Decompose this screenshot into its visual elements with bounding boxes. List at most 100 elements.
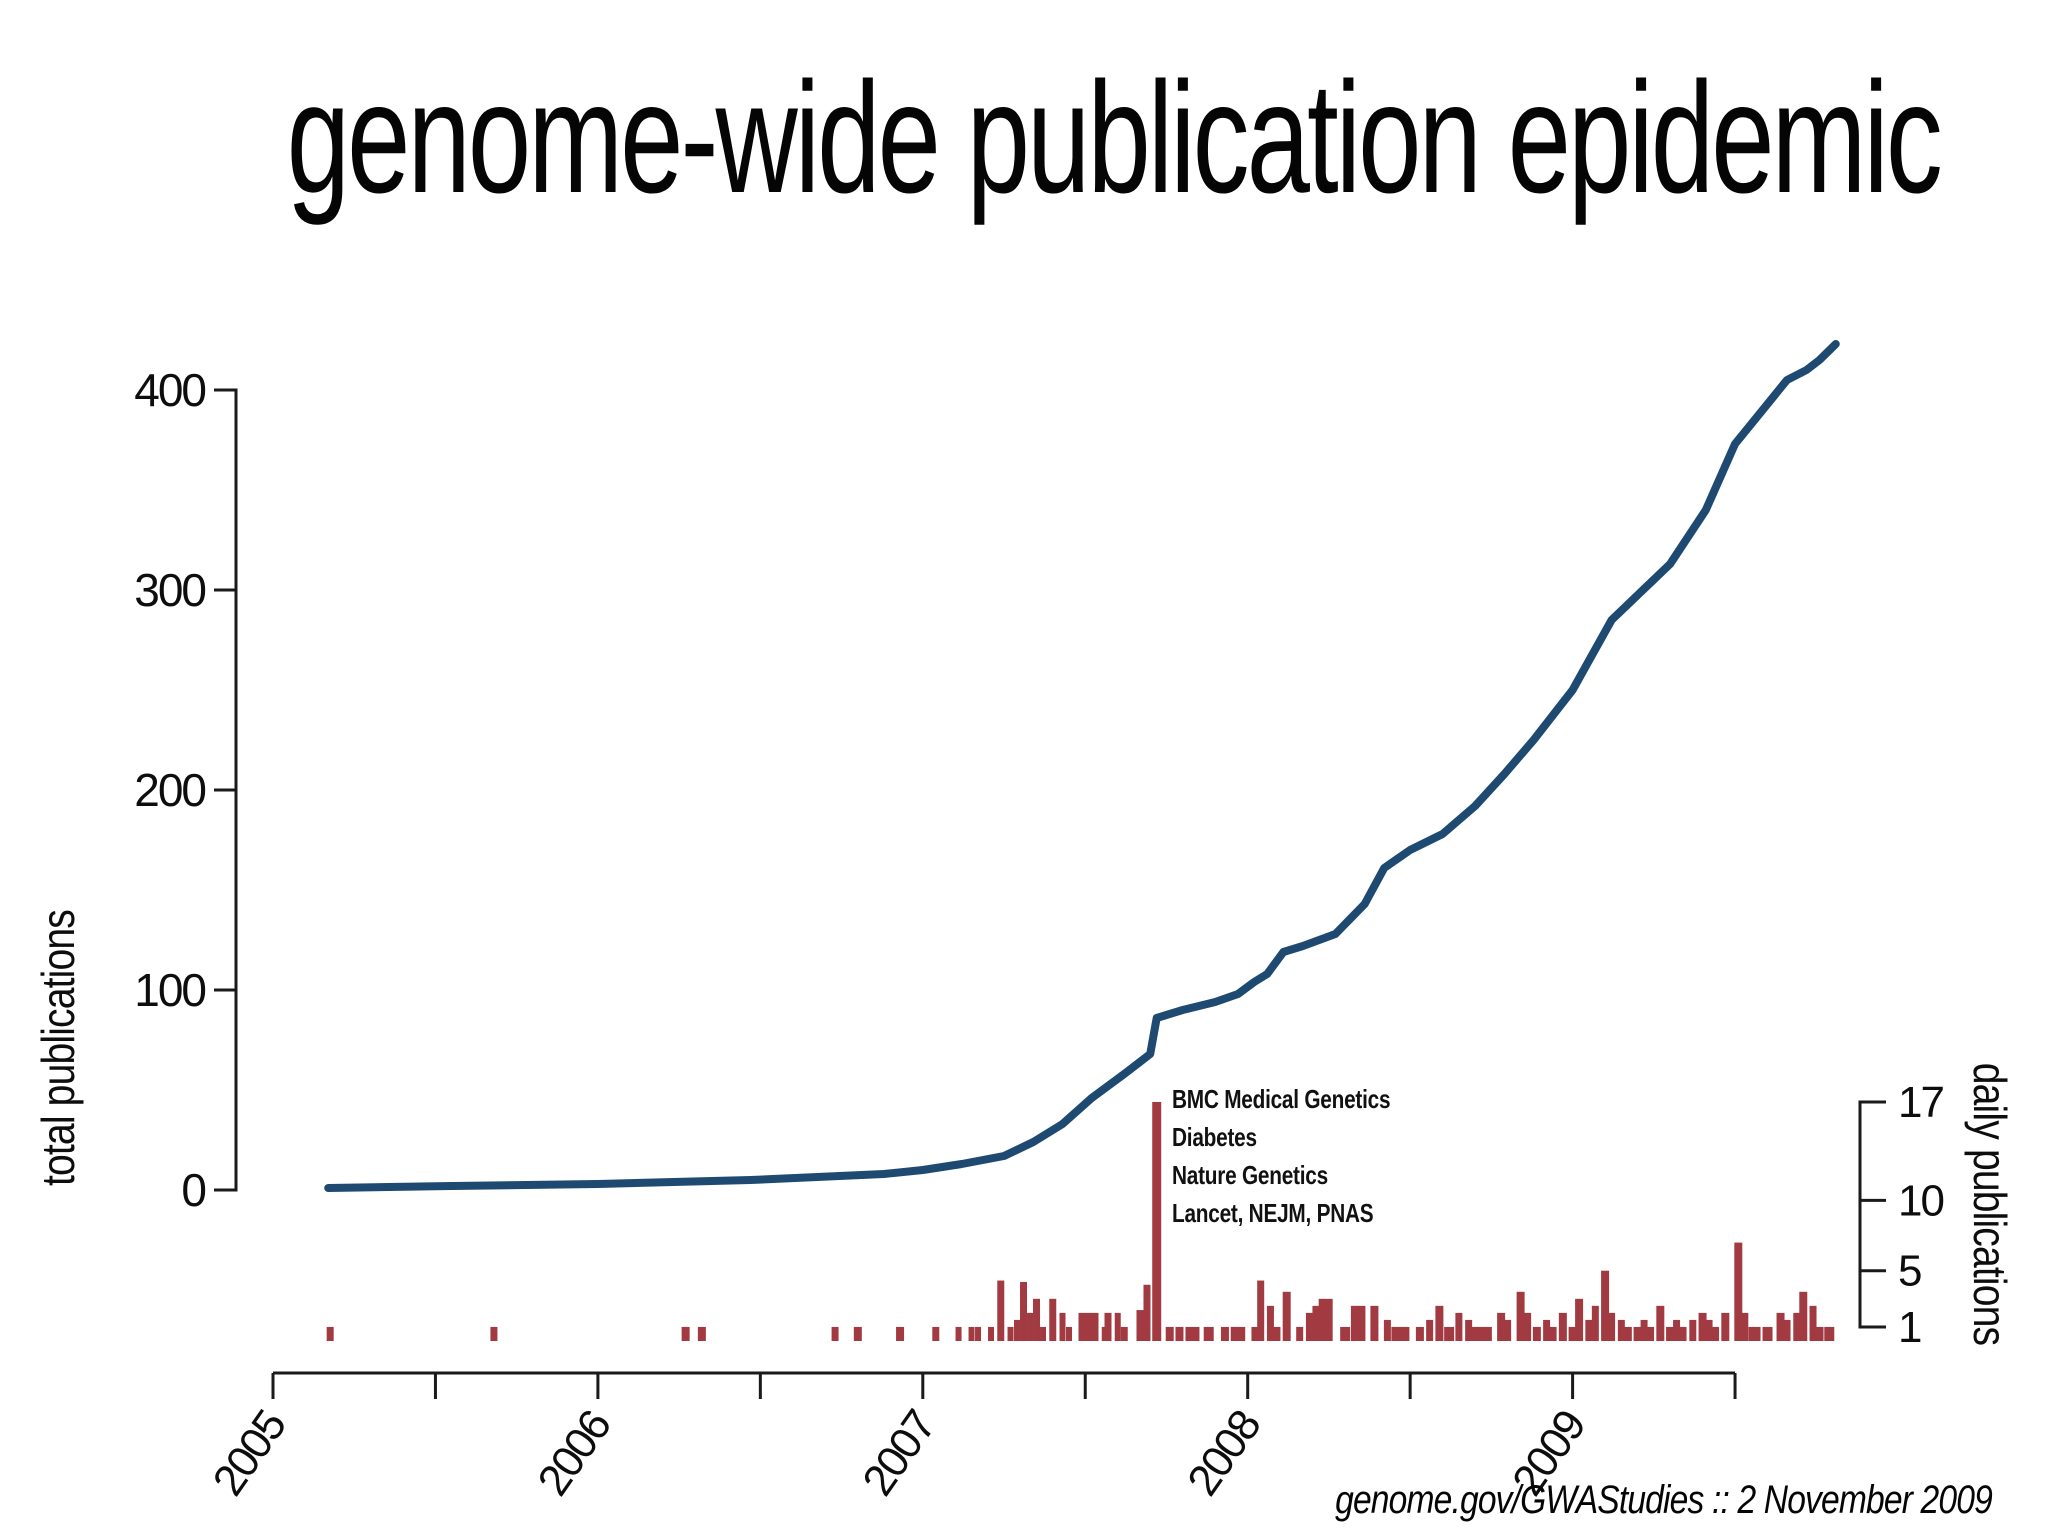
x-axis-year-label: 2005 bbox=[203, 1402, 295, 1504]
left-axis-tick-label: 400 bbox=[134, 364, 205, 416]
source-credit: genome.gov/GWAStudies :: 2 November 2009 bbox=[1335, 1478, 1993, 1522]
daily-publications-bar bbox=[1549, 1326, 1557, 1341]
daily-publications-bar bbox=[1532, 1326, 1541, 1341]
daily-publications-bar bbox=[1601, 1270, 1610, 1341]
daily-publications-bar bbox=[490, 1326, 498, 1341]
daily-publications-bar bbox=[975, 1326, 982, 1341]
left-axis-title: total publications bbox=[32, 910, 84, 1186]
daily-publications-bar bbox=[1568, 1326, 1577, 1341]
daily-publications-bar bbox=[1558, 1312, 1567, 1341]
daily-publications-bar bbox=[1689, 1319, 1697, 1341]
daily-publications-bar bbox=[896, 1326, 905, 1341]
daily-publications-bar bbox=[1793, 1312, 1801, 1341]
right-axis-title: daily publications bbox=[1964, 1062, 2016, 1346]
daily-publications-bar bbox=[1136, 1310, 1145, 1341]
annotation-line: Nature Genetics bbox=[1172, 1160, 1328, 1190]
daily-publications-bar bbox=[1617, 1319, 1625, 1341]
daily-publications-bar bbox=[1049, 1298, 1057, 1341]
daily-publications-bar bbox=[1799, 1291, 1808, 1341]
daily-publications-bar bbox=[1120, 1326, 1128, 1341]
left-axis-tick-label: 0 bbox=[181, 1164, 205, 1216]
daily-publications-bar bbox=[1741, 1312, 1749, 1341]
daily-publications-bar bbox=[1435, 1305, 1444, 1341]
daily-publications-bar bbox=[1230, 1326, 1239, 1341]
right-axis-tick-label: 1 bbox=[1898, 1303, 1921, 1352]
journal-annotation: BMC Medical Genetics Diabetes Nature Gen… bbox=[1172, 1080, 1391, 1232]
daily-publications-bar bbox=[1673, 1319, 1681, 1341]
daily-publications-bar bbox=[1656, 1305, 1665, 1341]
daily-publications-bar bbox=[1585, 1319, 1593, 1341]
daily-publications-bar bbox=[1776, 1312, 1785, 1341]
right-axis bbox=[1858, 1100, 1886, 1329]
daily-publications-bar bbox=[1608, 1312, 1616, 1341]
daily-publications-bar bbox=[1175, 1326, 1184, 1341]
daily-publications-bar bbox=[1383, 1319, 1391, 1341]
daily-publications-bar bbox=[1152, 1101, 1162, 1341]
daily-publications-bar bbox=[1312, 1305, 1320, 1341]
daily-publications-bar bbox=[853, 1326, 862, 1341]
daily-publications-bar bbox=[1824, 1326, 1835, 1341]
daily-publications-bar bbox=[1220, 1326, 1229, 1341]
daily-publications-bar bbox=[1698, 1312, 1707, 1341]
annotation-line: Diabetes bbox=[1172, 1122, 1257, 1152]
daily-publications-bar bbox=[1391, 1326, 1410, 1341]
daily-publications-bar bbox=[968, 1326, 975, 1341]
daily-publications-bar bbox=[932, 1326, 940, 1341]
daily-publications-bar bbox=[1104, 1312, 1112, 1341]
daily-publications-bar bbox=[1523, 1312, 1532, 1341]
daily-publications-bar bbox=[1203, 1326, 1214, 1341]
daily-publications-bar bbox=[1066, 1326, 1073, 1341]
daily-publications-bar bbox=[1575, 1298, 1584, 1341]
daily-publications-bar bbox=[1040, 1326, 1047, 1341]
daily-publications-bar bbox=[1471, 1326, 1480, 1341]
daily-publications-bar bbox=[1059, 1312, 1066, 1341]
daily-publications-bar bbox=[1426, 1319, 1434, 1341]
daily-publications-bar bbox=[831, 1326, 839, 1341]
daily-publications-bar bbox=[1027, 1312, 1034, 1341]
daily-publications-bar bbox=[1497, 1312, 1506, 1341]
daily-publications-bar bbox=[1783, 1319, 1791, 1341]
daily-publications-bar bbox=[997, 1280, 1005, 1341]
daily-publications-bar bbox=[1305, 1312, 1313, 1341]
daily-publications-bar bbox=[1591, 1305, 1599, 1341]
daily-publications-bar bbox=[1444, 1326, 1455, 1341]
daily-publications-bar bbox=[1085, 1312, 1092, 1341]
daily-publications-bar bbox=[1543, 1319, 1551, 1341]
daily-publications-bar bbox=[1640, 1319, 1648, 1341]
annotation-line: Lancet, NEJM, PNAS bbox=[1172, 1198, 1374, 1228]
daily-publications-bar bbox=[1666, 1326, 1675, 1341]
daily-publications-bar bbox=[1143, 1284, 1151, 1341]
daily-publications-bar bbox=[1516, 1291, 1525, 1341]
daily-publications-bar bbox=[1647, 1326, 1655, 1341]
daily-publications-bar bbox=[1734, 1242, 1743, 1341]
x-axis-year-label: 2006 bbox=[528, 1402, 620, 1504]
x-axis-year-label: 2008 bbox=[1178, 1402, 1270, 1504]
daily-publications-bar bbox=[1721, 1312, 1730, 1341]
daily-publications-bar bbox=[1273, 1326, 1281, 1341]
left-axis-tick-label: 100 bbox=[134, 964, 205, 1016]
daily-publications-bar bbox=[1091, 1312, 1099, 1341]
daily-publications-bar bbox=[1633, 1326, 1642, 1341]
right-axis-tick-label: 5 bbox=[1898, 1247, 1921, 1296]
daily-publications-bar bbox=[1266, 1305, 1274, 1341]
slide-title: genome-wide publication epidemic bbox=[286, 50, 1943, 226]
right-axis-tick-label: 10 bbox=[1898, 1176, 1943, 1225]
x-axis-year-label: 2007 bbox=[853, 1402, 945, 1504]
daily-publications-bar bbox=[1623, 1326, 1632, 1341]
daily-publications-bar bbox=[1020, 1281, 1028, 1341]
daily-publications-bar bbox=[1465, 1319, 1473, 1341]
daily-publications-bar bbox=[1340, 1326, 1351, 1341]
daily-publications-bar bbox=[1455, 1312, 1463, 1341]
daily-publications-bar bbox=[326, 1326, 334, 1341]
daily-publications-bar bbox=[1014, 1319, 1021, 1341]
daily-publications-bar bbox=[1370, 1305, 1379, 1341]
daily-publications-bar bbox=[1282, 1291, 1291, 1341]
daily-publications-bar bbox=[1679, 1326, 1687, 1341]
annotation-line: BMC Medical Genetics bbox=[1172, 1084, 1391, 1114]
daily-publications-bar bbox=[1296, 1326, 1304, 1341]
daily-publications-bar bbox=[1504, 1319, 1512, 1341]
daily-publications-bar bbox=[1762, 1326, 1773, 1341]
daily-publications-bar bbox=[697, 1326, 706, 1341]
